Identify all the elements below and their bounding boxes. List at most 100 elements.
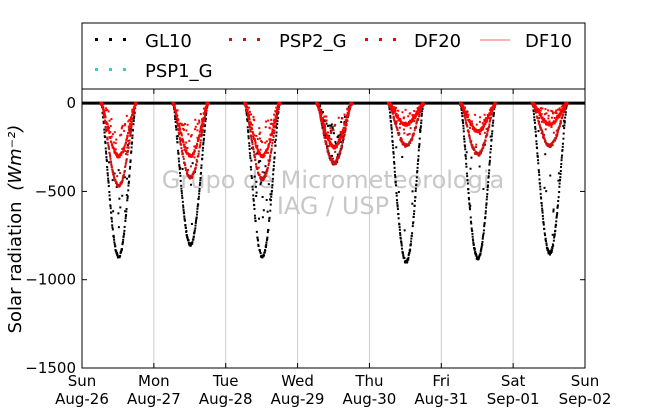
data-point: [554, 120, 557, 123]
data-point: [328, 124, 331, 127]
x-tick-label-day: Wed: [281, 372, 314, 390]
data-point: [262, 156, 265, 159]
data-point: [539, 192, 542, 195]
data-point: [535, 140, 538, 143]
data-point: [277, 107, 280, 110]
data-point: [103, 109, 106, 112]
data-point: [549, 174, 552, 177]
data-point: [420, 122, 423, 125]
data-point: [557, 196, 560, 199]
data-point: [259, 252, 262, 255]
x-tick-label-day: Tue: [212, 372, 239, 390]
data-point: [130, 129, 133, 132]
data-point: [486, 119, 489, 122]
data-point: [414, 187, 417, 190]
data-point: [120, 182, 123, 185]
data-point: [484, 210, 487, 213]
data-point: [394, 120, 397, 123]
data-point: [483, 141, 486, 144]
data-point: [390, 104, 393, 107]
data-point: [415, 176, 418, 179]
data-point: [539, 188, 542, 191]
data-point: [265, 241, 268, 244]
data-point: [133, 106, 136, 109]
data-point: [248, 142, 251, 145]
data-point: [177, 152, 180, 155]
data-point: [249, 122, 252, 125]
data-point: [395, 122, 398, 125]
data-point: [392, 150, 395, 153]
data-point: [124, 219, 127, 222]
data-point: [334, 140, 337, 143]
data-point: [253, 156, 256, 159]
data-point: [419, 129, 422, 132]
data-point: [490, 116, 493, 119]
data-point: [555, 216, 558, 219]
data-point: [122, 175, 125, 178]
data-point: [107, 129, 110, 132]
data-point: [466, 175, 469, 178]
data-point: [263, 154, 266, 157]
data-point: [258, 250, 261, 253]
data-point: [475, 254, 478, 257]
data-point: [415, 179, 418, 182]
data-point: [534, 104, 537, 107]
data-point: [471, 229, 474, 232]
data-point: [555, 109, 558, 112]
data-point: [255, 191, 258, 194]
data-point: [115, 251, 118, 254]
data-point: [191, 176, 194, 179]
data-point: [182, 206, 185, 209]
data-point: [173, 106, 176, 109]
data-point: [122, 148, 125, 151]
data-point: [201, 157, 204, 160]
data-point: [121, 124, 124, 127]
data-point: [395, 125, 398, 128]
data-point: [322, 130, 325, 133]
data-point: [132, 123, 135, 126]
data-point: [326, 145, 329, 148]
data-point: [108, 191, 111, 194]
data-point: [180, 190, 183, 193]
data-point: [550, 249, 553, 252]
data-point: [185, 141, 188, 144]
data-point: [178, 136, 181, 139]
data-point: [561, 116, 564, 119]
data-point: [409, 142, 412, 145]
data-point: [483, 221, 486, 224]
data-point: [556, 205, 559, 208]
data-point: [125, 213, 128, 216]
data-point: [487, 127, 490, 130]
data-point: [204, 106, 207, 109]
data-point: [341, 116, 344, 119]
data-point: [558, 185, 561, 188]
data-point: [279, 103, 282, 106]
data-point: [124, 164, 127, 167]
data-point: [551, 247, 554, 250]
data-point: [111, 228, 114, 231]
data-point: [486, 133, 489, 136]
data-point: [132, 129, 135, 132]
data-point: [196, 136, 199, 139]
legend-marker-psp1-g: [95, 68, 126, 71]
data-point: [203, 129, 206, 132]
data-point: [562, 108, 565, 111]
data-point: [174, 118, 177, 121]
data-point: [419, 108, 422, 111]
data-point: [179, 179, 182, 182]
data-point: [110, 118, 113, 121]
data-point: [552, 131, 555, 134]
data-point: [419, 109, 422, 112]
data-point: [551, 243, 554, 246]
data-point: [247, 135, 250, 138]
data-point: [487, 175, 490, 178]
data-point: [334, 146, 337, 149]
data-point: [487, 172, 490, 175]
data-point: [108, 119, 111, 122]
x-tick-label-date: Sep-01: [487, 390, 540, 408]
data-point: [277, 105, 280, 108]
data-point: [552, 239, 555, 242]
data-point: [252, 135, 255, 138]
data-point: [536, 152, 539, 155]
data-point: [247, 113, 250, 116]
